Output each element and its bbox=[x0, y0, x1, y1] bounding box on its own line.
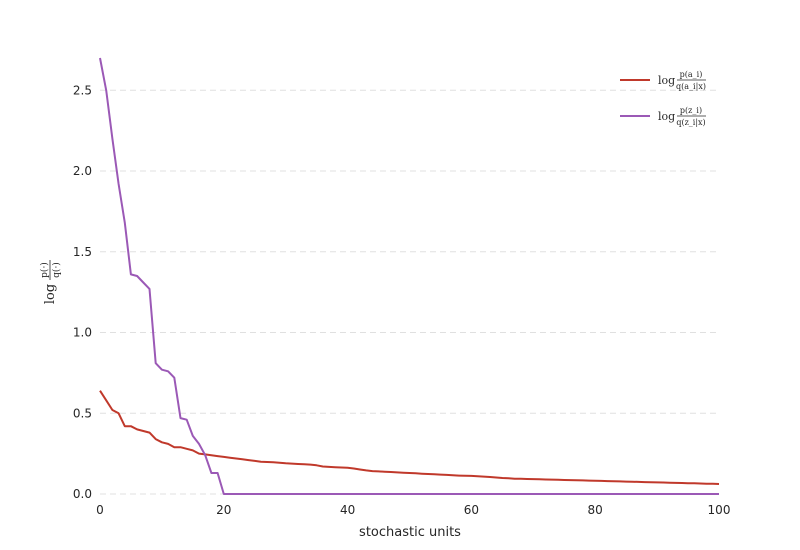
x-tick-labels: 0 20 40 60 80 100 bbox=[96, 503, 730, 517]
series-line-1 bbox=[99, 390, 720, 485]
legend-item: log p(a_i) q(a_i|x) bbox=[620, 70, 706, 91]
legend-log: log bbox=[658, 74, 675, 87]
legend-log: log bbox=[658, 110, 675, 123]
x-tick-label: 0 bbox=[96, 503, 104, 517]
legend-num: p(a_i) bbox=[680, 70, 703, 79]
legend-den: q(z_i|x) bbox=[676, 118, 705, 127]
x-axis-label: stochastic units bbox=[359, 525, 461, 540]
y-tick-label: 1.0 bbox=[73, 326, 92, 340]
legend: log p(a_i)q(a_i|x)log p(z_i)q(z_i|x) bbox=[620, 70, 706, 127]
y-axis-label-log: log bbox=[43, 284, 58, 304]
y-axis-label-den: q(·) bbox=[51, 262, 62, 278]
legend-num: p(z_i) bbox=[680, 106, 702, 115]
y-tick-labels: 0.0 0.5 1.0 1.5 2.0 2.5 bbox=[73, 83, 92, 501]
series-line-2 bbox=[99, 57, 719, 495]
legend-item: log p(z_i) q(z_i|x) bbox=[620, 106, 706, 127]
x-tick-label: 20 bbox=[216, 503, 231, 517]
y-axis-label-num: p(·) bbox=[39, 262, 50, 278]
y-tick-label: 0.5 bbox=[73, 406, 92, 420]
y-axis-label: log p(·) q(·) bbox=[39, 260, 62, 304]
x-tick-label: 60 bbox=[464, 503, 479, 517]
y-tick-label: 1.5 bbox=[73, 245, 92, 259]
legend-den: q(a_i|x) bbox=[676, 82, 706, 91]
x-tick-label: 100 bbox=[708, 503, 731, 517]
x-tick-label: 40 bbox=[340, 503, 355, 517]
x-tick-label: 80 bbox=[588, 503, 603, 517]
series-lines bbox=[99, 57, 720, 495]
y-tick-label: 2.5 bbox=[73, 83, 92, 97]
y-tick-label: 2.0 bbox=[73, 164, 92, 178]
y-tick-label: 0.0 bbox=[73, 487, 92, 501]
